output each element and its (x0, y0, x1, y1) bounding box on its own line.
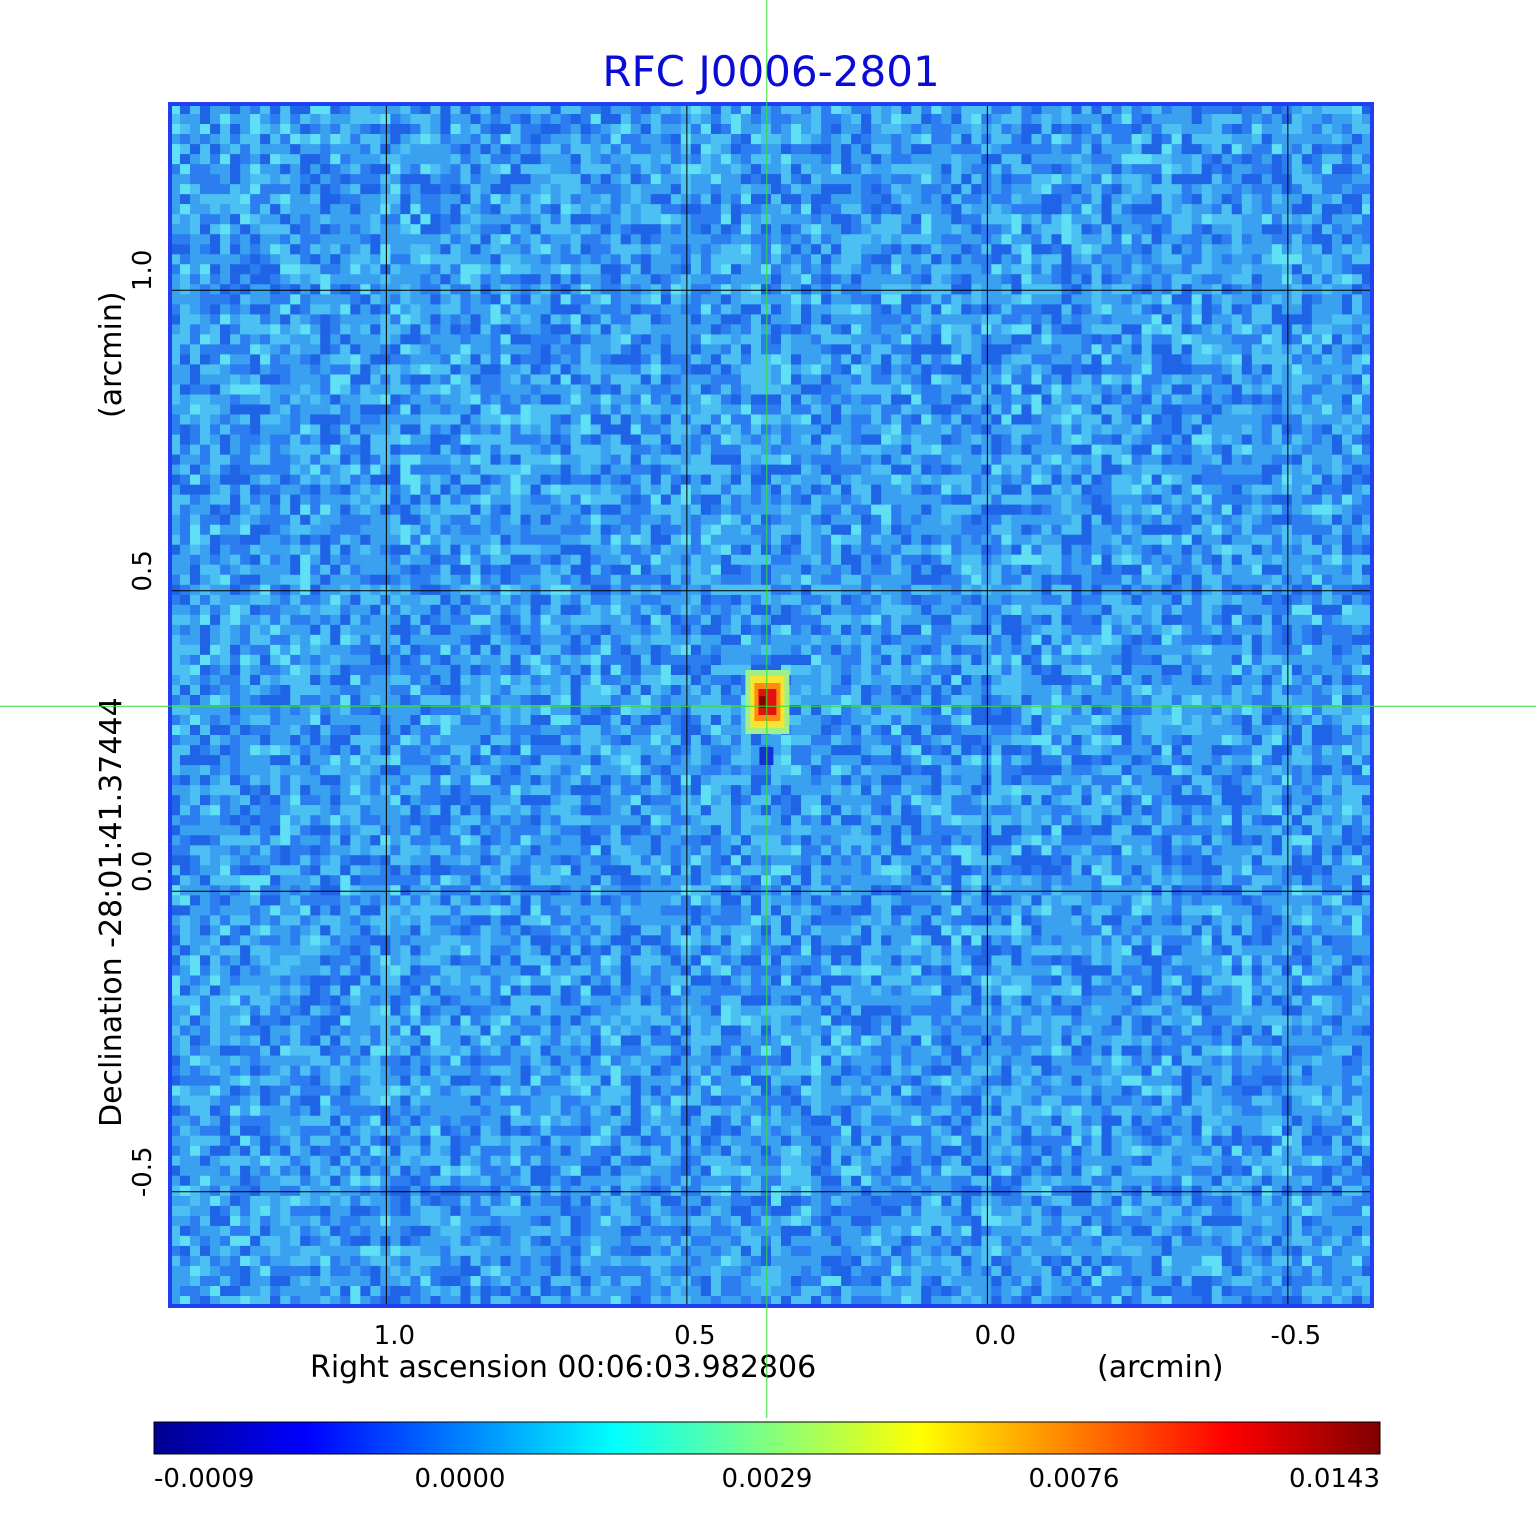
colorbar-tick-labels: -0.0009 0.0000 0.0029 0.0076 0.0143 (154, 1464, 1380, 1494)
y-axis-label: Declination -28:01:41.37444 (94, 697, 129, 1127)
x-tick-label: 1.0 (374, 1321, 415, 1351)
radio-source (745, 669, 790, 765)
colorbar (153, 1421, 1381, 1455)
crosshair (0, 0, 1536, 1418)
colorbar-tick-label: -0.0009 (154, 1464, 254, 1494)
colorbar-tick-label: 0.0076 (1029, 1464, 1120, 1494)
source-peak (759, 695, 766, 708)
x-tick-label: 0.0 (975, 1321, 1016, 1351)
source-core (758, 688, 777, 715)
colorbar-tick-label: 0.0143 (1289, 1464, 1380, 1494)
y-tick-label: 0.0 (128, 851, 158, 892)
y-tick-labels: 1.0 0.5 0.0 -0.5 (128, 250, 158, 1198)
noise-pixels (170, 104, 1372, 1306)
colorbar-tick-label: 0.0000 (415, 1464, 506, 1494)
colorbar-tick-label: 0.0029 (722, 1464, 813, 1494)
chart-title: RFC J0006-2801 (602, 47, 939, 96)
grid-lines (170, 104, 1372, 1306)
y-axis-unit: (arcmin) (94, 291, 129, 418)
y-tick-label: 0.5 (128, 550, 158, 591)
x-axis-unit: (arcmin) (1097, 1350, 1224, 1385)
plot-frame (168, 102, 1374, 1308)
x-tick-labels: 1.0 0.5 0.0 -0.5 (374, 1321, 1322, 1351)
y-tick-label: 1.0 (128, 250, 158, 291)
x-tick-label: 0.5 (674, 1321, 715, 1351)
y-tick-label: -0.5 (128, 1146, 158, 1197)
x-axis-label: Right ascension 00:06:03.982806 (310, 1350, 816, 1385)
x-tick-label: -0.5 (1270, 1321, 1321, 1351)
